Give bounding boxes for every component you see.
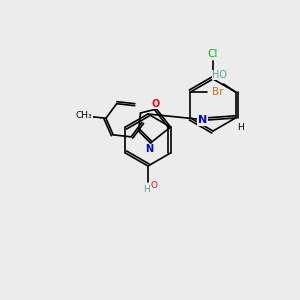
Text: O: O bbox=[152, 99, 160, 109]
Text: HO: HO bbox=[212, 70, 227, 80]
Text: Cl: Cl bbox=[208, 49, 218, 59]
Text: O: O bbox=[151, 181, 158, 190]
Text: H: H bbox=[142, 185, 149, 194]
Text: N: N bbox=[198, 115, 207, 125]
Text: H: H bbox=[237, 122, 244, 131]
Text: Br: Br bbox=[212, 87, 223, 97]
Text: CH₃: CH₃ bbox=[76, 111, 92, 120]
Text: N: N bbox=[146, 144, 154, 154]
